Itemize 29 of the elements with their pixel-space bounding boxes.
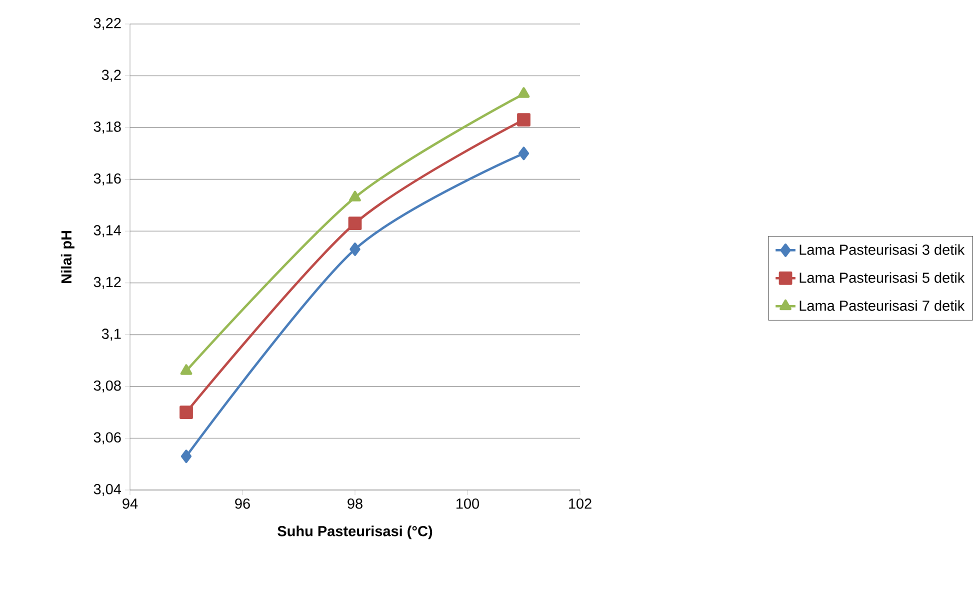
x-tick-label: 100 xyxy=(456,498,480,509)
y-tick-label: 3,12 xyxy=(94,276,121,289)
point xyxy=(180,406,193,420)
y-tick-label: 3,04 xyxy=(94,484,122,496)
x-tick-label: 94 xyxy=(122,498,138,509)
point xyxy=(518,146,530,160)
point xyxy=(180,364,192,375)
y-tick-label: 3,06 xyxy=(94,432,121,444)
point xyxy=(348,216,362,230)
x-axis-title: Suhu Pasteurisasi (°C) xyxy=(278,526,432,540)
point xyxy=(517,113,530,126)
point xyxy=(349,190,361,202)
y-tick-label: 3,2 xyxy=(102,70,121,82)
point xyxy=(350,242,360,256)
legend-label: Lama Pasteurisasi 5 detik xyxy=(800,272,965,283)
point xyxy=(518,87,530,98)
y-tick-label: 3,14 xyxy=(94,225,122,238)
x-tick-label: 96 xyxy=(235,498,250,509)
y-tick-label: 3,22 xyxy=(94,18,121,30)
legend-label: Lama Pasteurisasi 3 detik xyxy=(800,244,965,255)
y-tick-label: 3,18 xyxy=(94,122,121,134)
y-tick-label: 3,1 xyxy=(102,328,121,341)
x-tick-label: 102 xyxy=(569,498,592,509)
y-tick-label: 3,08 xyxy=(94,380,121,392)
legend-label: Lama Pasteurisasi 7 detik xyxy=(800,300,965,311)
point xyxy=(180,450,192,464)
y-tick-label: 3,16 xyxy=(94,173,121,186)
x-tick-label: 98 xyxy=(348,498,362,509)
y-axis-title: Nilai pH xyxy=(60,230,74,284)
